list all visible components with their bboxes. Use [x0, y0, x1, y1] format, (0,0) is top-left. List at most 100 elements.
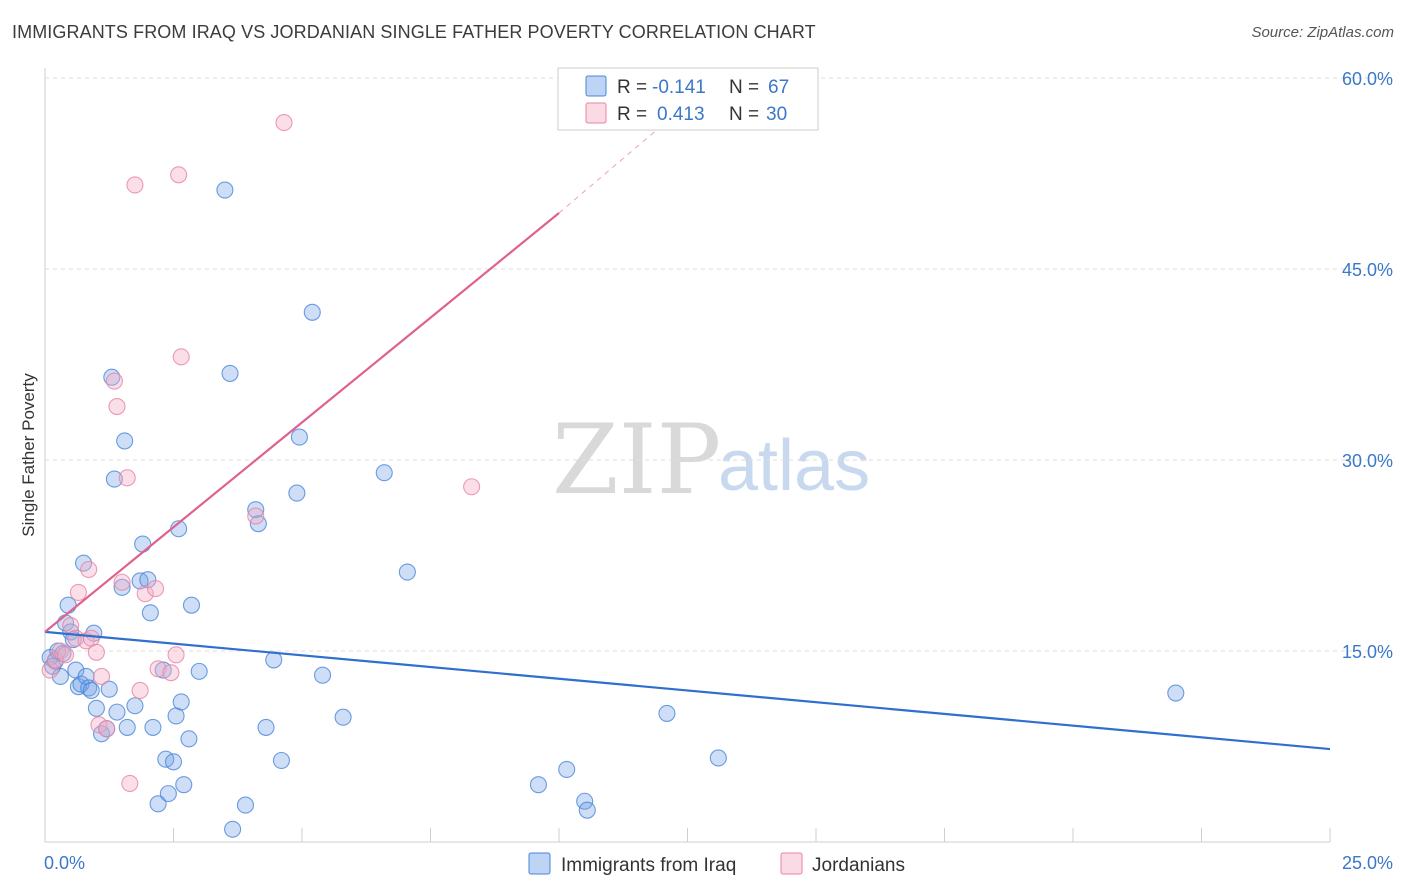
data-point-jordanians: [247, 507, 265, 525]
bottom-legend-swatch-iraq: [528, 852, 551, 875]
data-point-iraq: [108, 703, 126, 721]
data-point-iraq: [221, 364, 239, 382]
data-point-iraq: [149, 795, 167, 813]
trend-line-jordanians: [44, 212, 560, 633]
data-point-jordanians: [41, 661, 59, 679]
trend-line-iraq: [44, 630, 1331, 751]
data-point-iraq: [180, 730, 198, 748]
data-point-iraq: [172, 693, 190, 711]
data-point-jordanians: [108, 397, 126, 416]
series-jordanians: [41, 114, 481, 792]
data-point-iraq: [134, 535, 152, 553]
legend-r-value-iraq: -0.141: [652, 77, 706, 98]
data-point-iraq: [288, 484, 306, 502]
data-point-iraq: [113, 578, 131, 596]
data-point-jordanians: [275, 114, 293, 132]
series-immigrants-from-iraq: [41, 181, 1185, 838]
data-point-jordanians: [87, 643, 105, 661]
data-point-iraq: [216, 181, 234, 199]
data-point-jordanians: [170, 166, 188, 184]
trend-line-jordanians-extension: [558, 120, 668, 214]
data-point-jordanians: [113, 573, 131, 591]
data-point-iraq: [182, 596, 201, 614]
x-tick-label: 25.0%: [1342, 853, 1393, 873]
data-point-jordanians: [162, 664, 180, 682]
legend-n-label-jordanians: N =: [729, 104, 759, 125]
data-point-iraq: [100, 680, 118, 698]
gridlines: [45, 77, 1392, 652]
data-point-jordanians: [69, 583, 87, 601]
y-axis-label: Single Father Poverty: [19, 373, 38, 537]
trend-lines: [44, 120, 1331, 751]
y-tick-label: 30.0%: [1342, 451, 1393, 471]
legend-n-value-jordanians: 30: [766, 104, 787, 125]
data-point-iraq: [272, 751, 290, 770]
data-point-jordanians: [92, 667, 111, 686]
data-point-iraq: [51, 667, 69, 686]
data-point-iraq: [144, 718, 162, 736]
legend-r-value-jordanians: 0.413: [657, 104, 705, 125]
data-point-iraq: [82, 681, 100, 700]
x-tick-labels: 0.0% 25.0%: [44, 853, 1393, 873]
axes: [44, 68, 1331, 843]
data-point-iraq: [529, 776, 547, 794]
y-tick-label: 60.0%: [1342, 69, 1393, 89]
legend-box: [557, 67, 819, 131]
data-point-jordanians: [80, 560, 98, 579]
data-point-jordanians: [90, 716, 108, 734]
y-tick-label: 45.0%: [1342, 260, 1393, 280]
stats-legend: R = -0.141 N = 67 R = 0.413 N = 30: [557, 67, 819, 131]
data-point-iraq: [247, 501, 265, 519]
watermark-atlas: atlas: [718, 426, 870, 506]
legend-n-label-iraq: N =: [729, 77, 759, 98]
data-point-jordanians: [149, 660, 167, 678]
bottom-legend-swatch-jordanians: [780, 852, 803, 875]
legend-n-value-iraq: 67: [768, 77, 789, 98]
data-point-iraq: [116, 432, 134, 450]
chart-title: IMMIGRANTS FROM IRAQ VS JORDANIAN SINGLE…: [12, 22, 816, 42]
data-point-iraq: [80, 679, 98, 697]
data-point-jordanians: [121, 774, 139, 792]
data-point-iraq: [190, 662, 208, 680]
data-point-iraq: [658, 704, 676, 722]
y-tick-label: 15.0%: [1342, 642, 1393, 662]
data-point-jordanians: [172, 348, 190, 366]
data-point-iraq: [257, 718, 275, 736]
data-point-iraq: [118, 718, 136, 736]
data-point-iraq: [1167, 684, 1185, 702]
legend-r-label-iraq: R =: [617, 77, 647, 98]
legend-swatch-jordanians: [585, 102, 607, 124]
legend-swatch-iraq: [585, 75, 607, 97]
data-point-iraq: [126, 697, 144, 715]
x-tick-label: 0.0%: [44, 853, 85, 873]
data-point-iraq: [375, 464, 393, 482]
data-point-iraq: [314, 666, 332, 684]
bottom-legend-label-iraq: Immigrants from Iraq: [561, 855, 736, 876]
data-point-iraq: [398, 563, 416, 581]
data-point-iraq: [175, 776, 193, 794]
data-point-iraq: [290, 428, 308, 446]
data-point-jordanians: [118, 469, 136, 487]
watermark: ZIP atlas: [552, 404, 870, 516]
data-point-iraq: [141, 604, 159, 622]
data-point-jordanians: [463, 478, 481, 496]
data-point-iraq: [334, 708, 352, 726]
data-point-jordanians: [46, 651, 64, 669]
data-point-iraq: [164, 753, 183, 771]
series-legend: Immigrants from Iraq Jordanians: [528, 852, 905, 876]
data-point-jordanians: [167, 646, 185, 664]
data-point-jordanians: [57, 646, 75, 664]
data-point-iraq: [105, 470, 123, 488]
data-point-jordanians: [131, 681, 149, 700]
bottom-legend-label-jordanians: Jordanians: [812, 855, 905, 876]
data-point-jordanians: [136, 585, 154, 603]
data-point-iraq: [224, 820, 242, 838]
data-point-iraq: [578, 801, 596, 819]
data-point-iraq: [159, 785, 177, 803]
data-point-iraq: [87, 699, 105, 717]
data-point-jordanians: [105, 372, 123, 390]
y-tick-labels: 15.0% 30.0% 45.0% 60.0%: [1342, 69, 1393, 662]
data-point-iraq: [709, 749, 727, 767]
data-point-iraq: [303, 303, 321, 321]
